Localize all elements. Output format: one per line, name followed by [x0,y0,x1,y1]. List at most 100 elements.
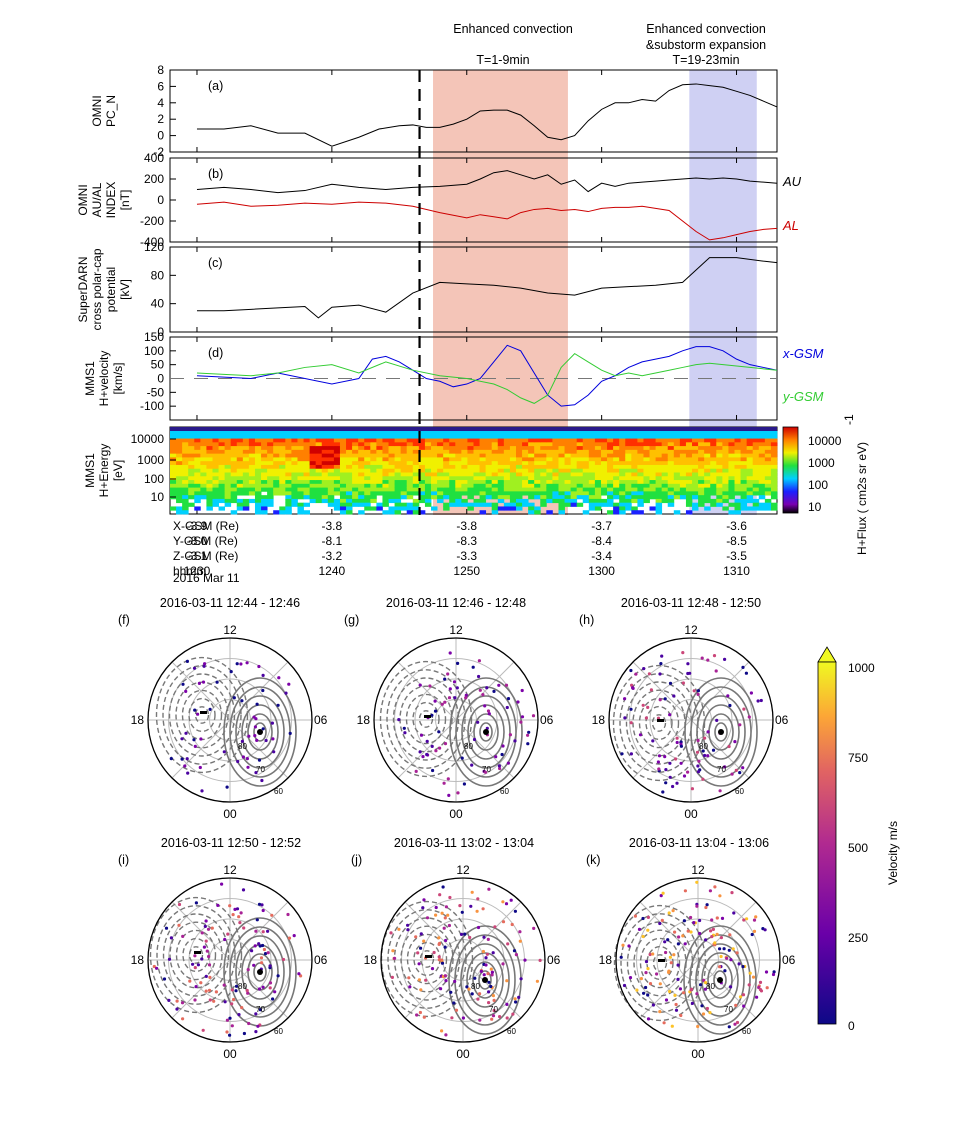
spectrogram-cell [655,446,663,451]
spectrogram-cell [412,438,420,443]
spectrogram-cell [564,480,572,485]
spectrogram-cell [291,453,298,458]
spectrogram-cell [503,434,511,439]
spectrogram-cell [752,449,760,455]
spectrogram-cell [424,498,432,504]
spectrogram-cell [230,453,238,458]
dawn-convection-contour [684,677,758,787]
spectrogram-cell [661,461,669,466]
velocity-vector [756,699,760,703]
spectrogram-cell [764,438,772,443]
spectrogram-cell [254,446,262,451]
spectrogram-cell [437,442,444,447]
spectrogram-cell [698,483,705,488]
spectrogram-cell [698,453,705,458]
spectrogram-cell [764,468,772,473]
spectrogram-cell [254,491,262,496]
spectrogram-cell [224,461,232,466]
spectrogram-cell [619,468,626,473]
velocity-vector [532,926,536,931]
spectrogram-cell [212,480,219,485]
spectrogram-cell [528,487,535,492]
spectrogram-cell [655,468,663,473]
spectrogram-cell [522,442,529,447]
spectrogram-cell [564,495,572,500]
velocity-vector [418,683,422,687]
spectrogram-cell [649,442,656,447]
spectrogram-cell [758,487,766,492]
spectrogram-cell [467,487,474,492]
spectrogram-cell [388,438,395,443]
spectrogram-cell [698,434,705,439]
velocity-vector [257,902,262,906]
velocity-vector [758,987,763,992]
spectrogram-cell [594,483,602,488]
spectrogram-cell [728,446,735,451]
spectrogram-cell [333,442,341,447]
velocity-vector [683,942,687,946]
spectrogram-cell [546,476,553,481]
spectrogram-cell [473,480,480,485]
spectrogram-cell [261,498,268,504]
velocity-vector [509,898,513,902]
mlt-label-noon: 12 [223,863,237,877]
velocity-vector [207,988,212,992]
spectrogram-cell [491,453,499,458]
spectrogram-cell [406,457,414,462]
spectrogram-cell [685,502,693,507]
spectrogram-cell [376,457,383,462]
spectrogram-cell [625,498,632,504]
spectrogram-cell [285,498,292,504]
spectrogram-cell [358,502,365,507]
spectrogram-cell [303,464,311,470]
velocity-vector [512,949,517,953]
velocity-vector [627,944,631,948]
spectrogram-cell [358,483,365,488]
spectrogram-cell [473,502,480,507]
spectrogram-cell [236,453,244,458]
spectrogram-cell [400,502,408,507]
spectrogram-cell [273,487,280,492]
spectrogram-cell [194,472,201,477]
velocity-vector [744,671,749,675]
spectrogram-cell [564,449,572,455]
velocity-vector [297,972,301,976]
spectrogram-cell [764,483,772,488]
spectrogram-cell [321,461,329,466]
spectrogram-cell [254,483,262,488]
spectrogram-cell [600,491,608,496]
spectrogram-cell [558,487,565,492]
velocity-vector [501,744,505,748]
velocity-vector [672,694,676,698]
spectrogram-cell [643,476,650,481]
velocity-vector [492,689,496,694]
mlt-label-dusk: 18 [599,953,613,967]
spectrogram-cell [625,491,632,496]
velocity-vector [446,672,450,676]
spectrogram-cell [400,472,408,477]
spectrogram-cell [431,480,438,485]
velocity-vector [667,970,671,975]
spectrogram-cell [248,498,256,504]
spectrogram-cell [631,431,638,436]
spectrogram-cell [552,446,559,451]
spectrogram-cell [692,453,699,458]
spectrogram-cell [479,438,487,443]
velocity-vector [239,911,243,915]
spectrogram-cell [382,476,389,481]
velocity-vector [232,997,236,1002]
spectrogram-cell [552,472,559,477]
velocity-vector [234,989,238,993]
spectrogram-cell [406,446,414,451]
spectrogram-cell [182,468,189,473]
spectrogram-cell [267,495,274,500]
velocity-vector [741,766,745,770]
spectrogram-cell [509,495,517,500]
spectrogram-cell [254,438,262,443]
spectrogram-cell [515,442,523,447]
spectrogram-cell [600,438,608,443]
velocity-vector [475,909,479,913]
spectrogram-cell [613,464,620,470]
meridian-line [171,719,231,779]
dawn-convection-contour [235,935,285,1009]
